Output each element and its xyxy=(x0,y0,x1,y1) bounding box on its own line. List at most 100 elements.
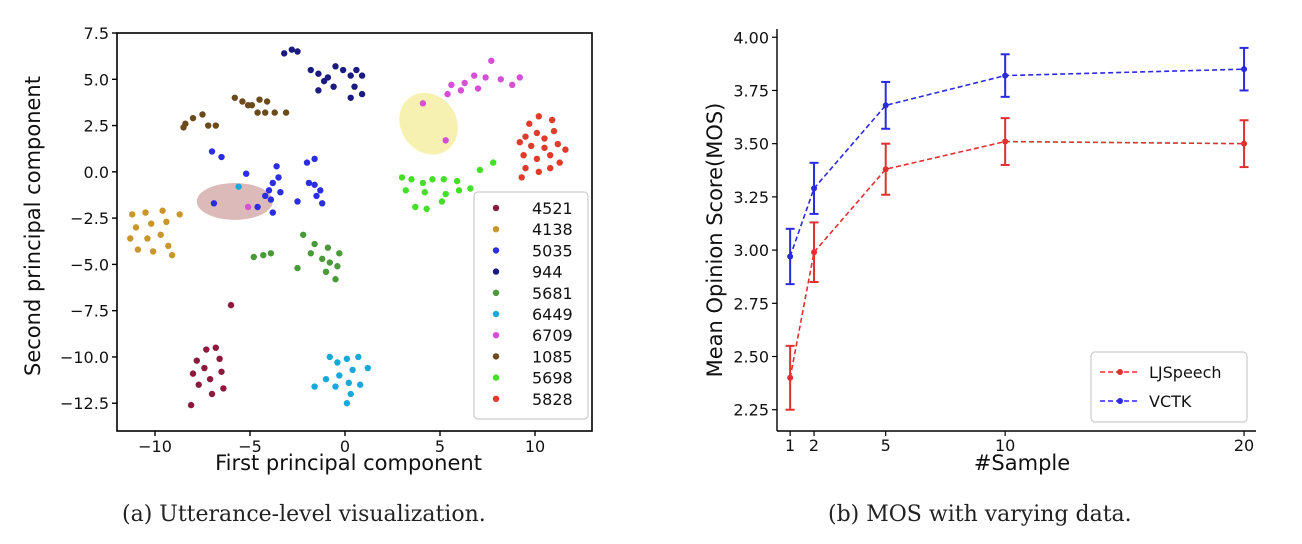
data-point-4138 xyxy=(144,235,151,242)
legend-label-1085: 1085 xyxy=(532,347,573,366)
legend-marker-1085 xyxy=(492,353,500,360)
y-tick-label: −2.5 xyxy=(70,209,109,228)
legend-label-5828: 5828 xyxy=(532,390,573,409)
legend-marker-5828 xyxy=(492,395,500,402)
data-point-5035 xyxy=(319,200,326,207)
data-point-5035 xyxy=(303,159,311,166)
data-point-LJSpeech xyxy=(882,166,889,173)
data-point-4521 xyxy=(201,364,208,372)
data-point-5698 xyxy=(442,190,449,198)
data-point-1085 xyxy=(212,122,219,129)
data-point-1085 xyxy=(262,109,269,116)
y-tick-label: 2.75 xyxy=(733,294,769,313)
data-point-1085 xyxy=(244,101,252,109)
x-axis-label: #Sample xyxy=(974,451,1070,475)
data-point-6709 xyxy=(442,137,449,144)
data-point-5828 xyxy=(533,129,541,137)
mos-line-chart: 1 2 5 10 20 2.25 2.50 2.75 3.00 3.25 3.50 3.75 4.00 #… xyxy=(703,28,1256,475)
y-tick-label: 5.0 xyxy=(84,70,109,89)
legend-marker-944 xyxy=(492,268,500,275)
data-point-5828 xyxy=(535,113,542,120)
data-point-5681 xyxy=(250,253,257,261)
y-tick-label: 3.00 xyxy=(733,241,769,260)
data-point-944 xyxy=(347,94,354,101)
data-point-5681 xyxy=(300,231,307,238)
data-point-5698 xyxy=(453,177,461,185)
data-point-5698 xyxy=(423,205,430,213)
data-point-5035 xyxy=(265,187,273,194)
data-point-1085 xyxy=(189,114,197,122)
data-point-1085 xyxy=(282,109,290,116)
data-point-5828 xyxy=(533,155,541,163)
data-point-6449 xyxy=(345,379,352,387)
data-point-6449 xyxy=(334,359,341,366)
data-point-5698 xyxy=(402,187,409,194)
data-point-944 xyxy=(332,63,339,70)
data-point-5828 xyxy=(541,135,548,142)
data-point-5828 xyxy=(547,151,554,159)
data-point-VCTK xyxy=(1241,66,1248,73)
data-point-6449 xyxy=(355,353,362,361)
data-point-6449 xyxy=(347,390,354,398)
data-point-944 xyxy=(288,46,295,53)
y-tick-label: 3.25 xyxy=(733,188,769,207)
data-point-4138 xyxy=(159,207,166,214)
data-point-6709 xyxy=(457,87,465,94)
data-point-5681 xyxy=(324,244,332,251)
data-point-6709 xyxy=(474,85,482,92)
legend-label-6449: 6449 xyxy=(532,305,573,324)
y-tick-label: 0.0 xyxy=(84,163,109,182)
data-point-4138 xyxy=(127,235,134,242)
legend-label-5698: 5698 xyxy=(532,369,573,388)
data-point-5035 xyxy=(311,181,318,188)
x-tick-label: 10 xyxy=(525,437,545,456)
x-tick-label: 5 xyxy=(881,436,891,455)
legend-marker-5035 xyxy=(492,247,500,254)
data-point-VCTK xyxy=(811,185,818,192)
data-point-5035 xyxy=(294,198,301,205)
data-point-VCTK xyxy=(1002,72,1009,79)
data-point-944 xyxy=(351,83,358,90)
data-point-944 xyxy=(320,77,328,85)
data-point-5035 xyxy=(218,153,225,161)
data-point-944 xyxy=(307,66,314,74)
data-point-5698 xyxy=(490,159,497,166)
data-point-4138 xyxy=(149,248,157,255)
data-point-5698 xyxy=(398,174,406,181)
legend-marker-4138 xyxy=(492,226,500,233)
data-point-944 xyxy=(315,87,322,94)
data-point-6449 xyxy=(343,400,351,407)
data-point-944 xyxy=(294,48,301,55)
data-point-5698 xyxy=(438,198,446,205)
data-point-5681 xyxy=(267,250,275,257)
legend-label-5681: 5681 xyxy=(532,284,573,303)
data-point-6449 xyxy=(332,383,339,390)
data-point-4138 xyxy=(134,246,142,253)
data-point-5035 xyxy=(210,200,218,207)
legend-marker-VCTK xyxy=(1117,398,1123,404)
data-point-LJSpeech xyxy=(1002,138,1009,145)
highlight-ellipse-1 xyxy=(399,92,458,155)
data-point-5828 xyxy=(556,159,563,166)
data-point-5681 xyxy=(326,259,333,266)
data-point-944 xyxy=(358,72,366,79)
data-point-6709 xyxy=(488,57,495,64)
data-point-5698 xyxy=(440,176,447,183)
data-point-5828 xyxy=(522,164,529,172)
y-tick-label: 3.50 xyxy=(733,135,769,154)
data-point-5828 xyxy=(516,139,523,146)
x-axis-label: First principal component xyxy=(215,451,482,475)
data-point-5681 xyxy=(332,276,339,283)
data-point-5828 xyxy=(548,116,556,124)
data-point-5828 xyxy=(550,127,558,135)
data-point-5035 xyxy=(305,179,313,187)
legend-marker-4521 xyxy=(492,204,500,212)
data-point-5681 xyxy=(260,251,267,259)
data-point-5828 xyxy=(518,174,525,181)
scatter-plot: −10 −5 0 5 10 7.5 5.0 2.5 0.0 −2.5 −5.0 −7.5 −10.0 −1… xyxy=(21,24,593,475)
data-point-4521 xyxy=(218,368,225,375)
data-point-4521 xyxy=(187,401,195,409)
data-point-5681 xyxy=(319,255,326,263)
data-point-5698 xyxy=(412,203,419,211)
data-point-5035 xyxy=(311,155,318,163)
